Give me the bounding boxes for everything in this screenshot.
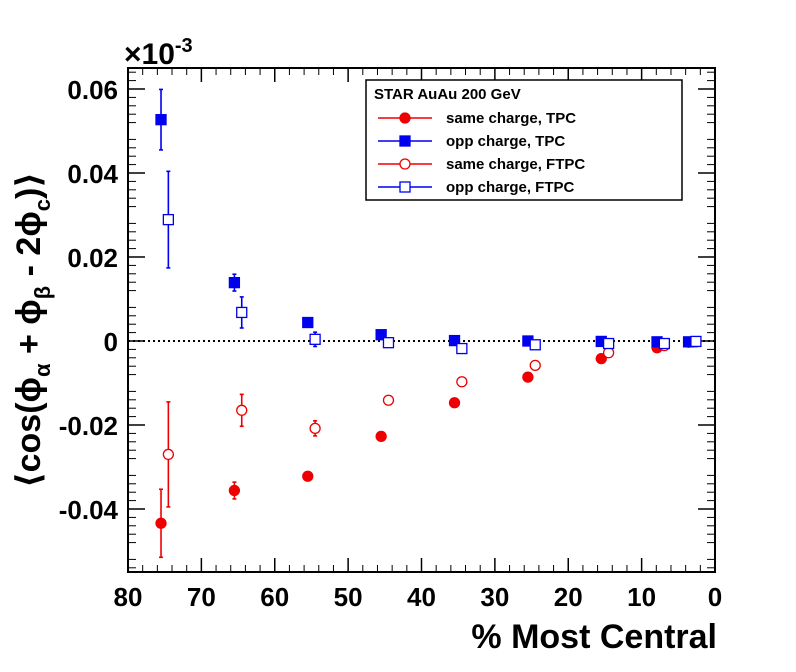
data-point [162, 213, 175, 226]
data-point [602, 337, 615, 350]
x-tick-label: 70 [187, 582, 216, 612]
exponent-power: -3 [175, 35, 193, 57]
data-point [456, 376, 468, 388]
series-3 [162, 170, 702, 355]
y-tick-label: 0 [104, 327, 118, 357]
data-point [228, 484, 241, 497]
exponent-base: ×10 [124, 38, 175, 71]
x-tick-label: 10 [627, 582, 656, 612]
legend-entry: same charge, FTPC [378, 156, 585, 173]
legend-label: opp charge, TPC [446, 133, 565, 150]
ylabel-sub-c: c [30, 199, 55, 211]
ylabel-sub-alpha: α [30, 363, 55, 377]
x-tick-label: 40 [407, 582, 436, 612]
legend-label: same charge, FTPC [446, 156, 585, 173]
x-tick-label: 60 [260, 582, 289, 612]
legend-marker [399, 158, 411, 170]
x-tick-label: 0 [708, 582, 722, 612]
data-point [382, 337, 395, 349]
x-tick-label: 30 [480, 582, 509, 612]
data-point [309, 422, 321, 435]
data-point [529, 339, 541, 351]
y-tick-label: -0.02 [59, 411, 118, 441]
legend-entries: same charge, TPC opp charge, TPC same char… [378, 110, 585, 196]
data-point [595, 352, 607, 365]
legend-label: same charge, TPC [446, 110, 576, 127]
ylabel-sub-beta: β [30, 286, 55, 299]
data-point [228, 276, 241, 289]
legend-marker [399, 181, 411, 193]
data-point [529, 359, 541, 372]
data-point [236, 306, 248, 319]
legend-entry: same charge, TPC [378, 110, 576, 127]
plot-frame [127, 67, 716, 573]
x-tick-label: 20 [554, 582, 583, 612]
legend-entry: opp charge, TPC [378, 133, 565, 150]
data-point [162, 448, 175, 461]
x-tick-label: 50 [334, 582, 363, 612]
data-point [382, 394, 395, 406]
ylabel-part-2: + ϕ [10, 299, 48, 363]
data-point [236, 404, 248, 416]
legend-label: opp charge, FTPC [446, 179, 575, 196]
y-axis-label: ⟨cos(ϕα + ϕβ - 2ϕc)⟩ [10, 172, 55, 488]
data-point [309, 333, 321, 345]
data-point [456, 342, 468, 355]
x-axis-label: % Most Central [471, 618, 717, 656]
legend: STAR AuAu 200 GeV same charge, TPC opp ch… [365, 79, 683, 201]
x-tick-label: 80 [114, 582, 143, 612]
data-point [658, 337, 671, 350]
data-point [302, 470, 314, 482]
legend-marker [399, 112, 411, 124]
data-point [155, 517, 167, 529]
ylabel-part-4: - 2ϕ [10, 211, 48, 286]
y-tick-label: -0.04 [59, 495, 119, 525]
legend-marker [399, 135, 411, 147]
axis-tick-labels: 80 70 60 50 40 30 20 10 0 -0.04 -0.02 0 0.02 0.04 0.06 [59, 75, 723, 612]
ylabel-part-0: ⟨cos(ϕ [10, 377, 48, 488]
data-point [602, 347, 615, 359]
data-point [448, 397, 461, 409]
legend-box [365, 79, 683, 201]
data-point [690, 335, 702, 348]
exponent-label: ×10-3 [124, 35, 193, 71]
axis-ticks [127, 68, 716, 572]
data-series [155, 88, 702, 559]
data-point [302, 316, 314, 329]
data-point [448, 334, 461, 347]
ylabel-part-6: )⟩ [10, 172, 48, 199]
data-point [155, 114, 167, 126]
y-tick-label: 0.04 [67, 159, 118, 189]
y-tick-label: 0.02 [67, 243, 118, 273]
data-point [375, 329, 387, 341]
legend-entry: opp charge, FTPC [378, 179, 575, 196]
y-tick-label: 0.06 [67, 75, 118, 105]
legend-title: STAR AuAu 200 GeV [374, 86, 521, 103]
data-point [522, 371, 534, 383]
data-point [375, 430, 387, 442]
